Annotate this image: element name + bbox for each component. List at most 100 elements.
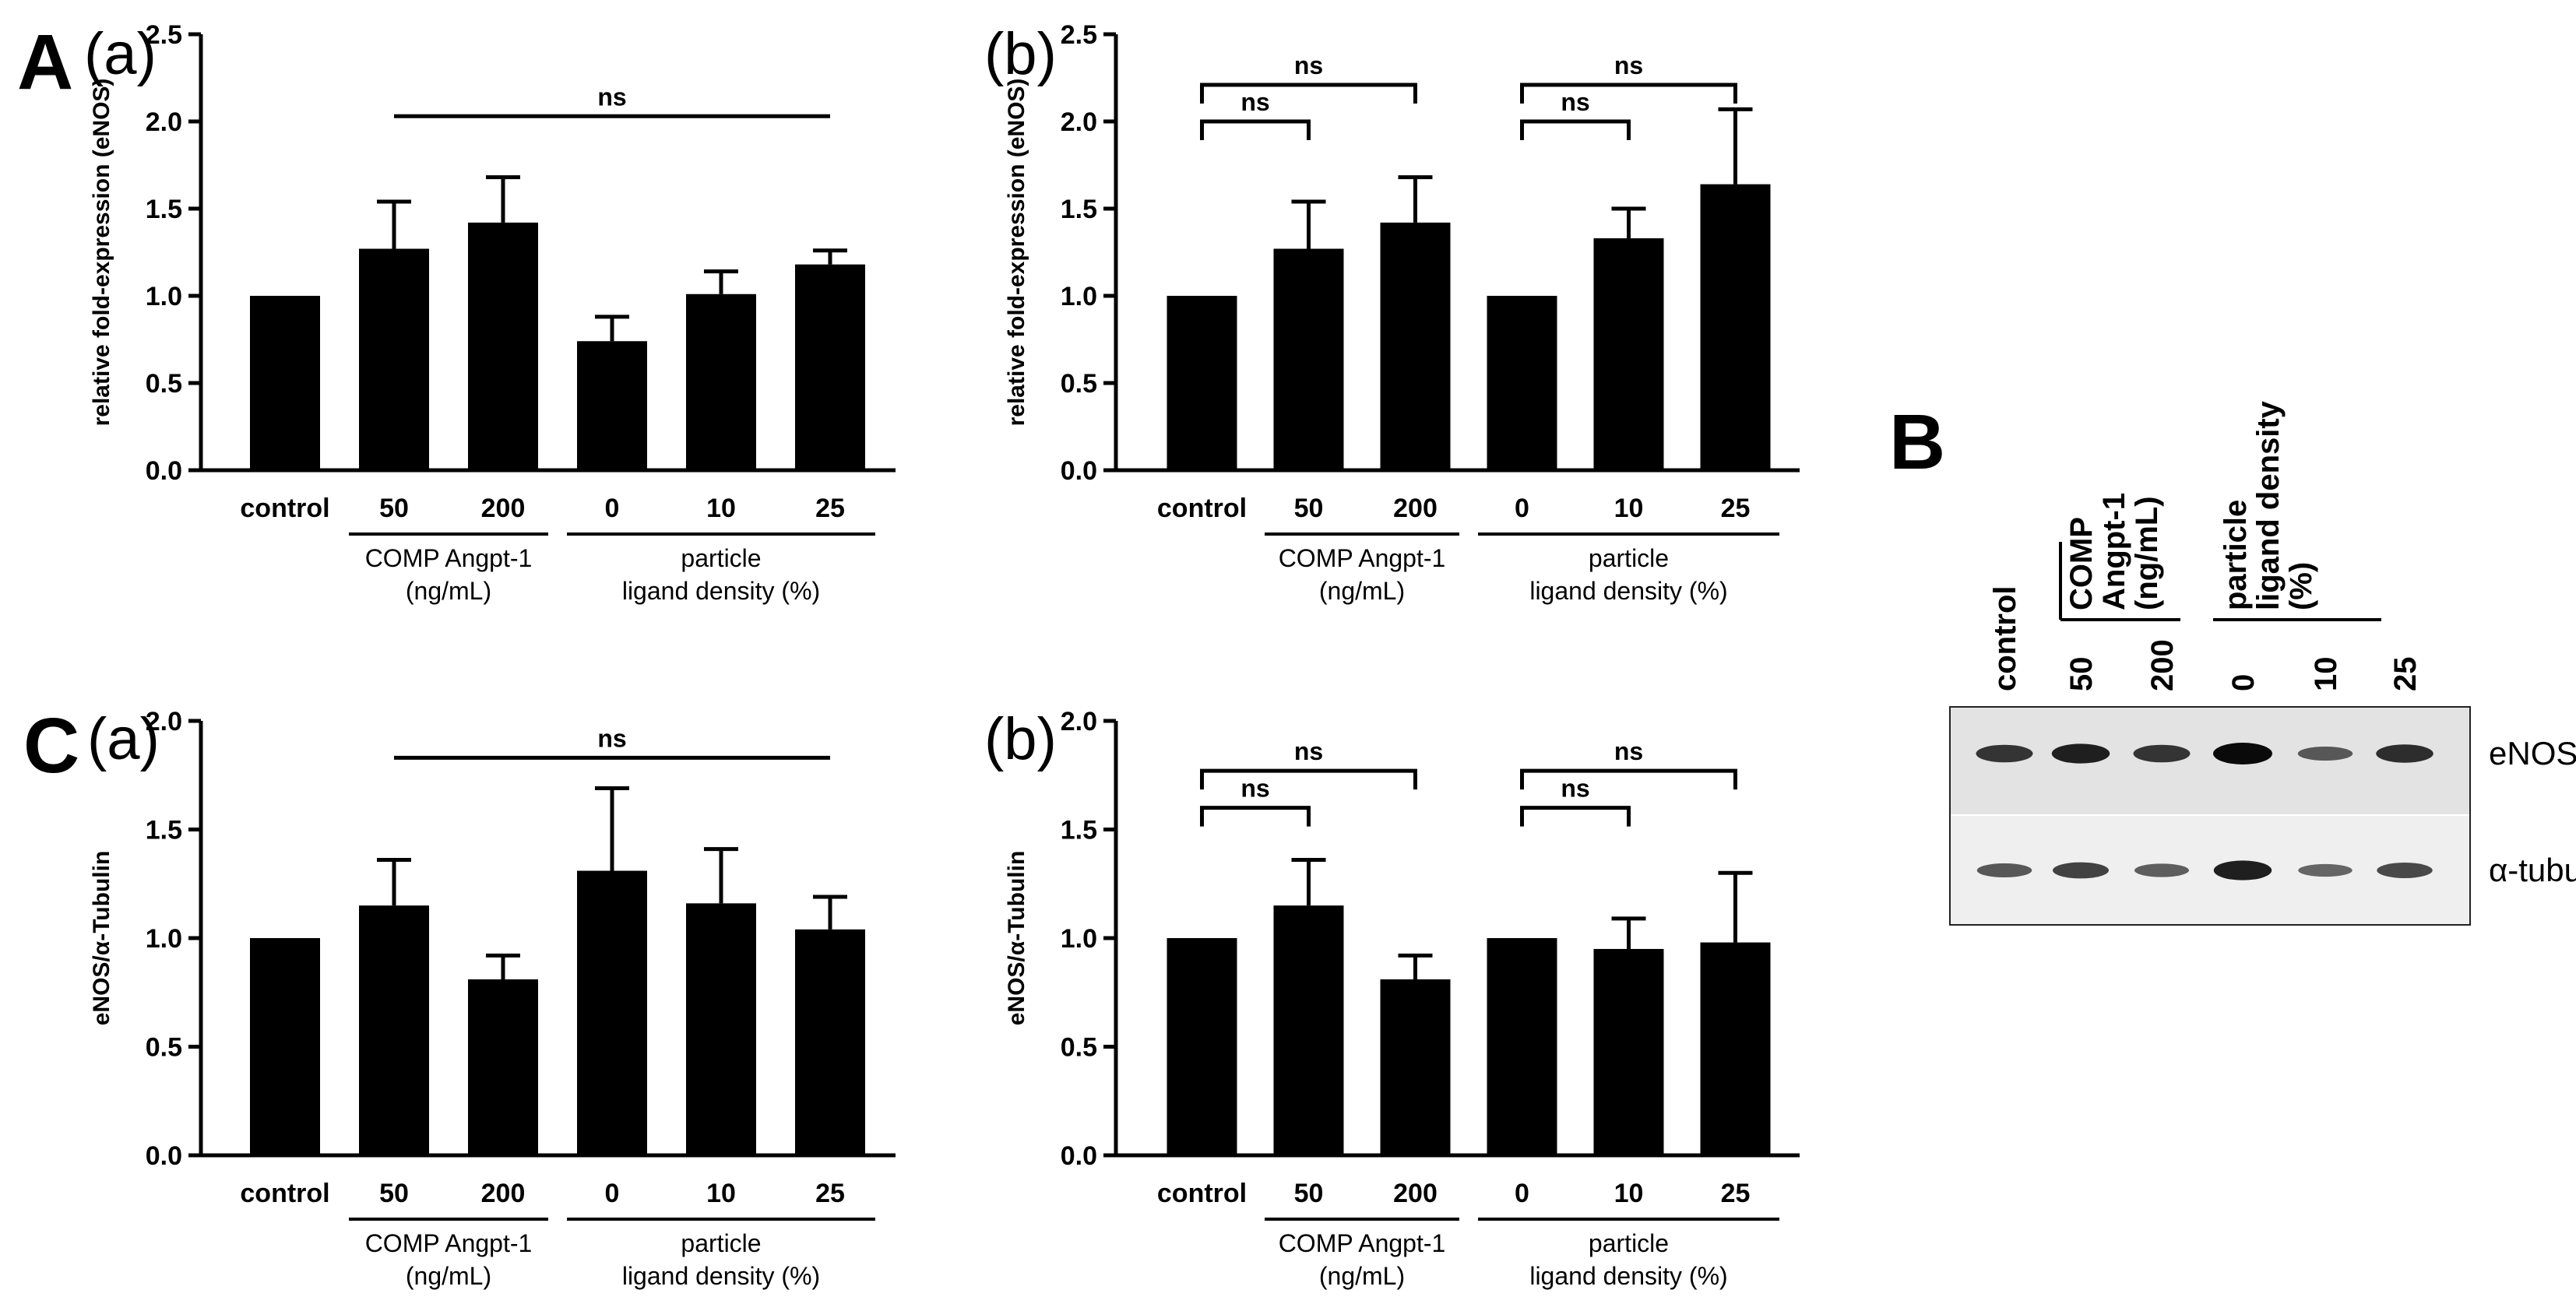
significance-label: ns (597, 83, 626, 111)
bar (1593, 948, 1664, 1155)
subpanel-label-c-b: (b) (984, 706, 1057, 772)
y-tick-label: 0.0 (146, 456, 182, 486)
significance-bracket (1520, 806, 1631, 827)
blot-band (2213, 860, 2272, 880)
blot-band (2053, 862, 2109, 879)
bar (1700, 184, 1771, 470)
significance-bracket (1200, 806, 1311, 827)
y-tick-label: 1.5 (1061, 195, 1097, 224)
significance-bracket (1200, 768, 1417, 790)
blot-band (2297, 746, 2353, 761)
bar (359, 248, 429, 470)
significance-label: ns (1614, 51, 1643, 79)
chart-c-b: 0.0 0.5 1.0 1.5 2.0 eNOS/α-Tubulin control 50 20… (1004, 707, 1800, 1290)
blot-row-label: eNOS (2489, 735, 2576, 771)
significance-label: ns (1614, 737, 1643, 765)
bar (1700, 942, 1771, 1155)
blot-comp-header: COMP (2064, 517, 2099, 610)
bar (359, 905, 429, 1155)
blot-lane-label: 0 (2226, 674, 2261, 691)
panel-label-c: C (23, 702, 80, 789)
bar (686, 293, 756, 470)
blot-particle-header: ligand density (2251, 400, 2286, 610)
comp-group-label: (ng/mL) (406, 577, 491, 605)
x-tick-label: 10 (1614, 1179, 1644, 1208)
comp-group-label: COMP Angpt-1 (365, 1229, 533, 1257)
blot-band (2213, 743, 2272, 764)
blot-lane-label: 25 (2388, 657, 2423, 692)
particle-group-label: particle (681, 544, 761, 572)
y-tick-label: 1.0 (1061, 282, 1097, 311)
bar (1593, 238, 1664, 470)
subpanel-label-a-a: (a) (84, 21, 157, 87)
y-tick-label: 2.0 (146, 707, 182, 736)
x-tick-label: 25 (1721, 1179, 1751, 1208)
blot-band (2134, 863, 2189, 877)
bar (468, 222, 538, 470)
y-tick-label: 0.5 (146, 369, 182, 399)
x-tick-label: control (1157, 1179, 1247, 1208)
bar (686, 903, 756, 1155)
y-tick-label: 0.0 (1061, 456, 1097, 486)
significance-bracket (1520, 768, 1737, 790)
comp-group-label: (ng/mL) (406, 1262, 491, 1290)
chart-a-a: 0.0 0.5 1.0 1.5 2.0 2.5 relative fold-expressi… (89, 20, 896, 605)
significance-label: ns (1294, 51, 1323, 79)
y-axis-label: relative fold-expression (eNOS) (89, 79, 114, 427)
significance-bracket (1520, 83, 1737, 104)
x-tick-label: 50 (379, 494, 409, 523)
x-tick-label: 50 (1294, 1179, 1324, 1208)
western-blot: eNOS α-tubulin control 50 200 0 10 25 COMPAngpt-… (1949, 400, 2576, 926)
blot-frame (1949, 706, 2471, 926)
y-tick-label: 0.0 (146, 1141, 182, 1171)
particle-group-label: particle (1589, 544, 1669, 572)
x-tick-label: 10 (706, 494, 736, 523)
significance-bracket (1520, 119, 1631, 140)
bar (1167, 296, 1237, 470)
y-tick-label: 2.5 (1061, 20, 1097, 50)
significance-label: ns (1561, 88, 1589, 116)
x-tick-label: control (240, 1179, 329, 1208)
bar (250, 296, 320, 470)
y-tick-label: 0.5 (146, 1033, 182, 1063)
blot-band (2376, 744, 2433, 763)
blot-band (2051, 743, 2110, 764)
bar (1487, 938, 1557, 1155)
y-tick-label: 0.5 (1061, 369, 1097, 399)
y-tick-label: 1.0 (1061, 924, 1097, 954)
x-tick-label: control (1157, 494, 1247, 523)
particle-group-label: ligand density (%) (622, 577, 820, 605)
y-tick-label: 2.5 (146, 20, 182, 50)
blot-particle-header: (%) (2284, 562, 2318, 610)
blot-lane-label: 200 (2145, 639, 2180, 691)
y-axis-label: eNOS/α-Tubulin (89, 851, 114, 1026)
blot-band (1976, 744, 2033, 763)
x-tick-label: 50 (1294, 494, 1324, 523)
y-tick-label: 2.0 (1061, 107, 1097, 137)
y-tick-label: 1.0 (146, 282, 182, 311)
x-tick-label: 10 (1614, 494, 1644, 523)
bar (468, 979, 538, 1155)
x-tick-label: 200 (1393, 1179, 1438, 1208)
particle-group-label: particle (681, 1229, 761, 1257)
x-tick-label: 25 (815, 494, 845, 523)
significance-bracket (1200, 119, 1311, 140)
bar (577, 341, 647, 470)
chart-c-a: 0.0 0.5 1.0 1.5 2.0 eNOS/α-Tubulin control 50 20… (89, 707, 896, 1290)
blot-band (1976, 863, 2032, 878)
x-tick-label: 200 (1393, 494, 1438, 523)
significance-label: ns (1561, 775, 1589, 803)
subpanel-label-c-a: (a) (87, 706, 160, 772)
significance-label: ns (1240, 775, 1269, 803)
chart-a-b: 0.0 0.5 1.0 1.5 2.0 2.5 relative fold-expressi… (1004, 20, 1800, 605)
blot-band (2377, 863, 2433, 878)
y-tick-label: 2.0 (1061, 707, 1097, 736)
significance-bracket (1200, 83, 1417, 104)
y-tick-label: 2.0 (146, 107, 182, 137)
bar (795, 929, 865, 1155)
bar (1487, 296, 1557, 470)
x-tick-label: 25 (1721, 494, 1751, 523)
panel-label-b: B (1889, 399, 1946, 486)
